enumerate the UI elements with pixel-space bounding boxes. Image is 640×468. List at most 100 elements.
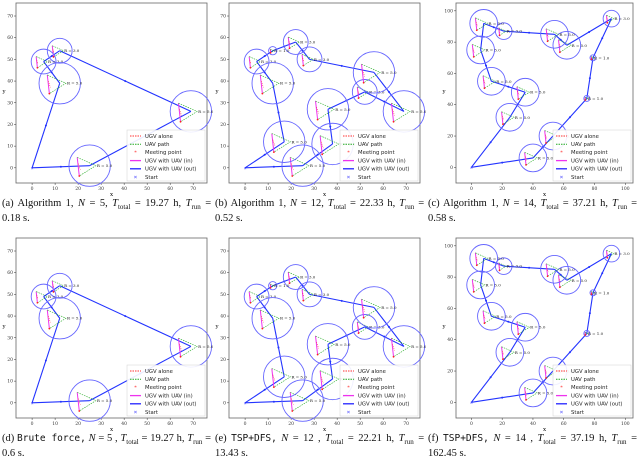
path-arrow-marker — [340, 299, 343, 302]
ugv-with-uav-in-segment — [259, 74, 263, 94]
uav-path — [558, 39, 572, 53]
path-arrow-marker — [383, 335, 386, 338]
ugv-alone-segment — [606, 17, 608, 21]
uav-path — [270, 283, 275, 289]
target-circle — [495, 102, 525, 132]
ugv-with-uav-in-segment — [248, 56, 251, 68]
meeting-point — [288, 47, 291, 50]
meeting-point — [590, 293, 593, 296]
target-circle — [495, 337, 525, 367]
radius-label: R = 5.0 — [489, 21, 505, 26]
radius-label: R = 5.0 — [280, 316, 296, 321]
ugv-with-uav-in-segment — [76, 392, 80, 412]
legend-label: UAV path — [571, 377, 596, 383]
meeting-point — [584, 334, 587, 336]
x-tick-label: 40 — [121, 421, 127, 427]
run-value: 13.43 s. — [215, 448, 248, 460]
meeting-point — [291, 175, 294, 177]
uav-path — [260, 74, 280, 94]
path-arrow-marker — [44, 124, 47, 127]
total-sub: total — [126, 438, 139, 447]
x-tick-label: 30 — [311, 421, 317, 427]
y-tick-label: 40 — [220, 79, 226, 85]
meeting-point — [291, 410, 294, 412]
legend-label: UGV alone — [145, 369, 173, 375]
eq: = — [205, 433, 212, 444]
ugv-alone-segment — [525, 156, 528, 161]
caption: (e) TSP+DFS, N = 12 , Ttotal = 22.21 h, … — [213, 433, 426, 460]
radius-label: R = 3.0 — [614, 251, 630, 256]
ugv-with-uav-in-segment — [301, 289, 304, 301]
legend-label: UAV path — [145, 377, 170, 383]
ugv-alone-segment — [52, 284, 55, 289]
n-symbol: N — [493, 433, 501, 444]
t-symbol: T — [187, 433, 194, 444]
radius-label: R = 3.0 — [64, 283, 80, 288]
run-sub: run — [617, 203, 628, 212]
y-axis-label: y — [1, 324, 6, 330]
radius-label: R = 5.0 — [291, 139, 307, 144]
y-tick-label: 60 — [220, 270, 226, 276]
uav-path — [357, 86, 370, 99]
target-circle — [351, 314, 378, 340]
y-tick-label: 70 — [220, 14, 226, 20]
uav-path — [524, 387, 538, 401]
t-symbol: T — [327, 198, 334, 209]
radius-label: R = 5.0 — [572, 43, 588, 48]
radius-label: R = 5.0 — [485, 47, 501, 52]
ugv-with-uav-in-segment — [46, 309, 50, 329]
ugv-with-uav-in-segment — [177, 338, 182, 357]
uav-path — [584, 332, 589, 336]
meeting-point — [472, 55, 475, 58]
uav-path — [501, 346, 515, 360]
start-marker: × — [470, 400, 473, 405]
x-marker-icon: × — [559, 175, 563, 181]
radius-label: R = 3.0 — [314, 57, 330, 62]
legend-box — [552, 129, 632, 182]
caption-method: Algorithm 1, — [230, 198, 287, 209]
meeting-point — [546, 275, 549, 278]
x-tick-label: 0 — [470, 421, 473, 427]
target-circle — [510, 312, 540, 342]
x-axis-label: x — [323, 427, 327, 433]
target-circle — [552, 265, 582, 295]
y-tick-label: 30 — [220, 335, 226, 341]
caption-method: Brute force, — [17, 433, 86, 444]
target-circle — [296, 281, 323, 308]
eq: = — [349, 198, 356, 209]
radius-label: R = 5.0 — [559, 32, 575, 37]
legend-label: Start — [571, 410, 584, 416]
x-tick-label: 0 — [244, 421, 247, 427]
caption-label: (f) — [428, 433, 439, 444]
ugv-alone-segment — [472, 283, 475, 288]
uav-path — [47, 309, 67, 329]
n-value: 14 , — [515, 433, 533, 444]
target-circle — [352, 286, 396, 329]
t-symbol: T — [399, 198, 405, 209]
legend-label: Meeting point — [145, 385, 182, 391]
meeting-point — [483, 322, 486, 325]
y-tick-label: 30 — [7, 335, 13, 341]
y-tick-label: 20 — [447, 134, 453, 140]
radius-label: R = 3.0 — [507, 264, 523, 269]
y-tick-label: 40 — [447, 337, 453, 343]
x-tick-label: 60 — [167, 186, 173, 192]
y-tick-label: 40 — [220, 314, 226, 320]
path-arrow-marker — [387, 325, 390, 328]
ugv-alone-segment — [52, 49, 55, 54]
target-circle — [352, 51, 396, 94]
uav-path — [475, 17, 489, 31]
meeting-point — [362, 316, 365, 319]
y-tick-label: 70 — [7, 249, 13, 255]
meeting-point — [483, 87, 486, 90]
x-axis-label: x — [110, 427, 114, 433]
ugv-with-uav-in-segment — [356, 321, 360, 334]
uav-path — [249, 56, 261, 69]
meeting-point — [472, 290, 475, 293]
meeting-point — [316, 118, 319, 121]
ugv-with-uav-in-segment — [319, 135, 323, 155]
y-tick-label: 50 — [220, 292, 226, 298]
target-circle — [38, 297, 81, 340]
uav-path — [498, 262, 507, 271]
radius-label: R = 3.0 — [300, 275, 316, 280]
